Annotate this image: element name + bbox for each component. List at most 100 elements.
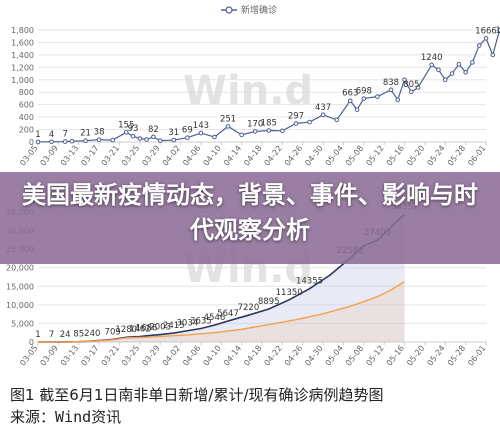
x-tick-label: 04-26	[283, 144, 304, 168]
data-point	[198, 130, 204, 136]
data-point	[307, 119, 312, 125]
data-point	[456, 61, 462, 67]
y-tick-label: 0	[29, 138, 34, 147]
x-tick-label: 05-20	[405, 344, 426, 368]
data-label: 663	[342, 89, 358, 99]
x-tick-label: 03-25	[120, 144, 141, 168]
x-tick-label: 04-30	[303, 144, 324, 168]
y-tick-label: 1,200	[11, 63, 34, 72]
x-tick-label: 04-14	[222, 144, 243, 168]
data-label: 3034	[177, 319, 199, 329]
data-label: 698	[356, 87, 372, 97]
data-label: 1	[35, 330, 40, 340]
x-tick-label: 03-21	[100, 344, 121, 368]
data-label: 437	[315, 103, 331, 113]
top-chart-watermark: Win.d	[183, 68, 313, 114]
source-label: 来源：	[10, 408, 56, 426]
data-point	[470, 60, 475, 65]
legend-label-daily: 新增确诊	[241, 4, 277, 16]
x-tick-label: 06-01	[466, 344, 487, 368]
data-label: 251	[220, 114, 236, 124]
data-label: 143	[193, 121, 209, 131]
title-overlay-band	[0, 172, 500, 264]
x-tick-label: 04-26	[283, 344, 304, 368]
data-point	[69, 138, 75, 144]
x-tick-label: 03-09	[39, 144, 60, 168]
x-tick-label: 06-01	[466, 144, 487, 168]
legend-marker-daily	[225, 6, 233, 14]
data-label: 93	[128, 124, 139, 134]
x-tick-label: 03-25	[120, 344, 141, 368]
data-label: 170	[247, 119, 263, 129]
data-label: 7220	[238, 303, 260, 313]
y-tick-label: 200	[19, 126, 34, 135]
x-tick-label: 04-18	[242, 144, 263, 168]
data-point	[320, 112, 326, 118]
x-tick-label: 03-29	[140, 344, 161, 368]
data-label: 240	[84, 329, 100, 339]
y-tick-label: 5,000	[11, 319, 34, 328]
series-area-0	[38, 214, 405, 342]
data-point	[347, 98, 353, 104]
x-tick-label: 04-06	[181, 144, 202, 168]
data-label: 838	[383, 78, 399, 88]
x-tick-label: 05-12	[364, 144, 385, 168]
data-point	[110, 137, 115, 143]
data-point	[476, 43, 482, 48]
x-tick-label: 05-08	[344, 144, 365, 168]
data-point	[280, 128, 285, 134]
data-label: 82	[148, 125, 159, 135]
data-label: 2003	[149, 323, 171, 333]
data-point	[49, 139, 54, 145]
y-tick-label: 10,000	[6, 301, 34, 310]
y-tick-label: 800	[19, 88, 34, 97]
data-point	[463, 70, 468, 75]
x-tick-label: 03-13	[59, 144, 80, 168]
data-point	[252, 129, 258, 134]
source-name: Wind资讯	[55, 408, 122, 426]
bottom-chart-series: 1 7 24 85 240 7091280146216862003241530343635…	[35, 202, 418, 343]
x-tick-label: 04-02	[161, 344, 182, 368]
data-point	[483, 36, 489, 41]
data-label: 11350	[276, 288, 303, 298]
x-tick-label: 05-24	[425, 344, 446, 368]
data-point	[361, 96, 367, 101]
x-tick-label: 03-29	[140, 144, 161, 168]
data-label: 38	[94, 128, 105, 138]
x-tick-label: 03-13	[59, 344, 80, 368]
y-tick-label: 1,800	[11, 26, 34, 35]
data-point	[83, 138, 88, 143]
y-tick-label: 15,000	[6, 282, 34, 291]
data-point	[144, 137, 149, 142]
data-label: 1280	[115, 325, 137, 335]
x-tick-label: 05-12	[364, 344, 385, 368]
data-label: 155	[118, 120, 134, 130]
x-tick-label: 05-28	[446, 344, 467, 368]
x-tick-label: 04-18	[242, 344, 263, 368]
x-tick-label: 03-17	[79, 344, 100, 368]
data-point	[490, 52, 496, 58]
data-label: 24	[60, 330, 71, 340]
data-point	[429, 62, 434, 68]
data-label: 4546	[204, 313, 226, 323]
data-point	[409, 89, 414, 95]
figure-source: 来源：Wind资讯	[10, 406, 121, 427]
x-tick-label: 05-08	[344, 344, 365, 368]
data-point	[449, 71, 455, 76]
top-chart-grid	[38, 29, 486, 143]
x-tick-label: 05-04	[324, 344, 345, 368]
x-tick-label: 03-09	[39, 344, 60, 368]
x-tick-label: 04-22	[263, 144, 284, 168]
x-tick-label: 04-22	[263, 344, 284, 368]
data-label: 14355	[296, 277, 323, 287]
x-tick-label: 03-21	[100, 144, 121, 168]
x-tick-label: 04-10	[201, 144, 222, 168]
data-point	[171, 137, 177, 143]
series-area-1	[38, 281, 405, 342]
data-point	[62, 139, 68, 144]
data-label: 7	[62, 130, 67, 140]
data-point	[293, 121, 299, 126]
data-point	[130, 133, 136, 139]
x-tick-label: 04-02	[161, 144, 182, 168]
